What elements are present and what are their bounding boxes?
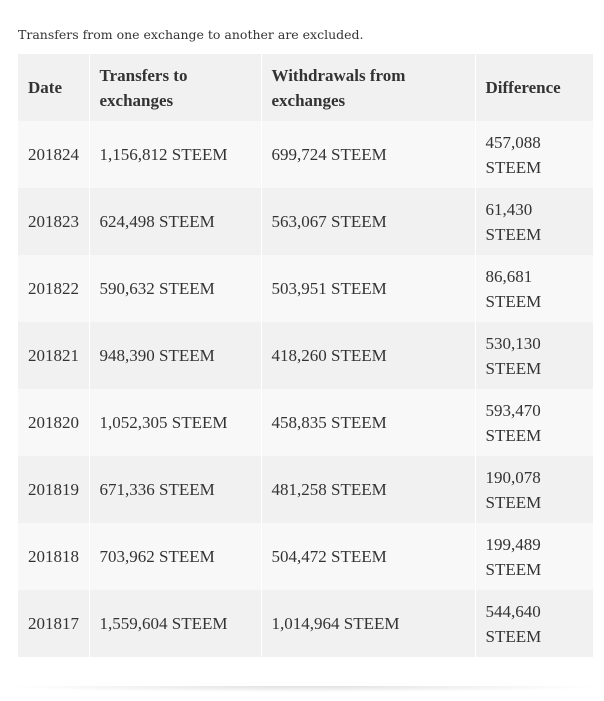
cell-date: 201824 — [18, 121, 90, 188]
table-row: 201818 703,962 STEEM 504,472 STEEM 199,4… — [18, 523, 593, 590]
cell-withdrawals-from: 563,067 STEEM — [261, 188, 476, 255]
cell-transfers-to: 624,498 STEEM — [89, 188, 262, 255]
table-row: 201823 624,498 STEEM 563,067 STEEM 61,43… — [18, 188, 593, 255]
exchange-transfers-table: Date Transfers to exchanges Withdrawals … — [18, 54, 593, 657]
header-withdrawals-from: Withdrawals from exchanges — [261, 54, 476, 121]
table-row: 201817 1,559,604 STEEM 1,014,964 STEEM 5… — [18, 590, 593, 657]
cell-withdrawals-from: 1,014,964 STEEM — [261, 590, 476, 657]
cell-withdrawals-from: 504,472 STEEM — [261, 523, 476, 590]
table-row: 201821 948,390 STEEM 418,260 STEEM 530,1… — [18, 322, 593, 389]
cell-date: 201818 — [18, 523, 90, 590]
cell-difference: 190,078 STEEM — [485, 467, 542, 512]
table-row: 201820 1,052,305 STEEM 458,835 STEEM 593… — [18, 389, 593, 456]
cell-transfers-to: 590,632 STEEM — [89, 255, 262, 322]
cell-date: 201817 — [18, 590, 90, 657]
cell-difference: 199,489 STEEM — [485, 534, 542, 579]
table-row: 201822 590,632 STEEM 503,951 STEEM 86,68… — [18, 255, 593, 322]
table-body: 201824 1,156,812 STEEM 699,724 STEEM 457… — [18, 121, 593, 657]
header-difference: Difference — [485, 78, 561, 97]
cell-transfers-to: 948,390 STEEM — [89, 322, 262, 389]
table-header: Date Transfers to exchanges Withdrawals … — [18, 54, 593, 121]
cell-difference: 86,681 STEEM — [485, 266, 542, 311]
cell-date: 201822 — [18, 255, 90, 322]
cell-difference: 61,430 STEEM — [485, 199, 542, 244]
cell-difference: 457,088 STEEM — [485, 132, 542, 177]
cell-withdrawals-from: 458,835 STEEM — [261, 389, 476, 456]
bottom-shadow-divider — [18, 686, 593, 692]
cell-difference: 593,470 STEEM — [485, 400, 542, 445]
table-row: 201824 1,156,812 STEEM 699,724 STEEM 457… — [18, 121, 593, 188]
cell-date: 201821 — [18, 322, 90, 389]
header-row: Date Transfers to exchanges Withdrawals … — [18, 54, 593, 121]
cell-date: 201819 — [18, 456, 90, 523]
cell-withdrawals-from: 418,260 STEEM — [261, 322, 476, 389]
header-transfers-to: Transfers to exchanges — [89, 54, 262, 121]
cell-withdrawals-from: 699,724 STEEM — [261, 121, 476, 188]
exclusion-note: Transfers from one exchange to another a… — [18, 26, 364, 42]
cell-date: 201820 — [18, 389, 90, 456]
cell-date: 201823 — [18, 188, 90, 255]
cell-withdrawals-from: 481,258 STEEM — [261, 456, 476, 523]
header-date: Date — [18, 54, 90, 121]
table-row: 201819 671,336 STEEM 481,258 STEEM 190,0… — [18, 456, 593, 523]
cell-transfers-to: 703,962 STEEM — [89, 523, 262, 590]
cell-withdrawals-from: 503,951 STEEM — [261, 255, 476, 322]
cell-difference: 530,130 STEEM — [485, 333, 542, 378]
cell-transfers-to: 1,559,604 STEEM — [89, 590, 262, 657]
cell-difference: 544,640 STEEM — [485, 601, 542, 646]
cell-transfers-to: 1,156,812 STEEM — [89, 121, 262, 188]
cell-transfers-to: 1,052,305 STEEM — [89, 389, 262, 456]
cell-transfers-to: 671,336 STEEM — [89, 456, 262, 523]
